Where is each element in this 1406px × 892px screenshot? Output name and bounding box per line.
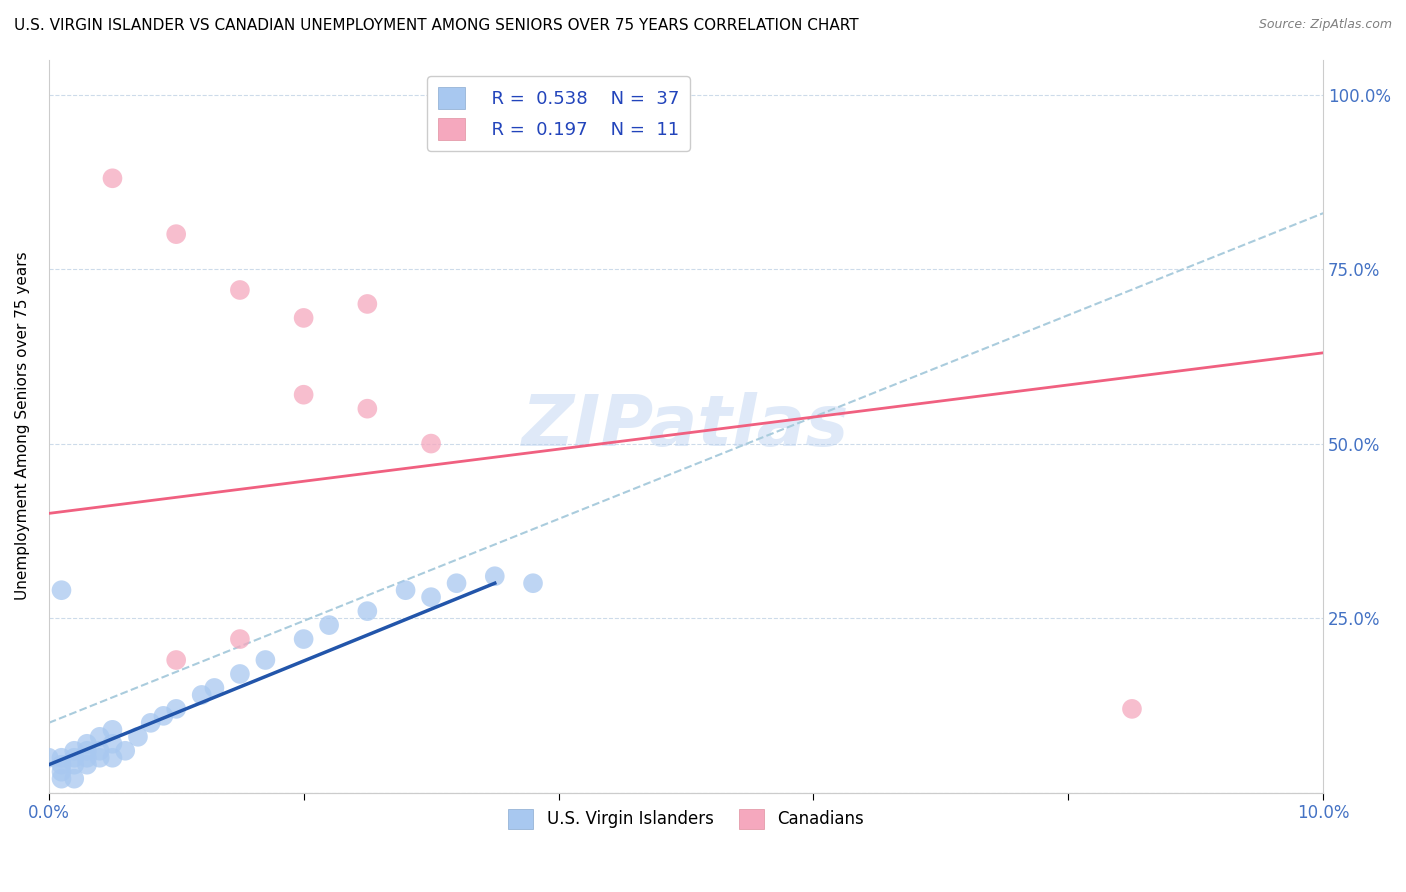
Point bbox=[318, 618, 340, 632]
Point bbox=[446, 576, 468, 591]
Point bbox=[76, 744, 98, 758]
Point bbox=[114, 744, 136, 758]
Point bbox=[229, 667, 252, 681]
Y-axis label: Unemployment Among Seniors over 75 years: Unemployment Among Seniors over 75 years bbox=[15, 252, 30, 600]
Point bbox=[420, 436, 443, 450]
Point bbox=[89, 730, 111, 744]
Point bbox=[101, 737, 124, 751]
Point bbox=[152, 709, 174, 723]
Text: U.S. VIRGIN ISLANDER VS CANADIAN UNEMPLOYMENT AMONG SENIORS OVER 75 YEARS CORREL: U.S. VIRGIN ISLANDER VS CANADIAN UNEMPLO… bbox=[14, 18, 859, 33]
Point bbox=[76, 737, 98, 751]
Point bbox=[292, 388, 315, 402]
Point bbox=[356, 604, 378, 618]
Point bbox=[63, 757, 86, 772]
Point bbox=[229, 632, 252, 646]
Point bbox=[63, 772, 86, 786]
Point bbox=[139, 715, 162, 730]
Legend: U.S. Virgin Islanders, Canadians: U.S. Virgin Islanders, Canadians bbox=[502, 802, 870, 836]
Point bbox=[484, 569, 506, 583]
Point bbox=[165, 702, 187, 716]
Point bbox=[63, 744, 86, 758]
Point bbox=[254, 653, 277, 667]
Text: Source: ZipAtlas.com: Source: ZipAtlas.com bbox=[1258, 18, 1392, 31]
Point bbox=[51, 772, 73, 786]
Point bbox=[63, 750, 86, 764]
Text: ZIPatlas: ZIPatlas bbox=[522, 392, 849, 460]
Point bbox=[101, 171, 124, 186]
Point bbox=[165, 653, 187, 667]
Point bbox=[356, 401, 378, 416]
Point bbox=[89, 750, 111, 764]
Point bbox=[229, 283, 252, 297]
Point bbox=[101, 750, 124, 764]
Point bbox=[51, 764, 73, 779]
Point bbox=[38, 750, 60, 764]
Point bbox=[51, 583, 73, 598]
Point bbox=[51, 750, 73, 764]
Point bbox=[292, 310, 315, 325]
Point bbox=[165, 227, 187, 241]
Point bbox=[292, 632, 315, 646]
Point bbox=[127, 730, 149, 744]
Point bbox=[356, 297, 378, 311]
Point bbox=[1121, 702, 1143, 716]
Point bbox=[51, 757, 73, 772]
Point bbox=[394, 583, 416, 598]
Point bbox=[190, 688, 212, 702]
Point bbox=[522, 576, 544, 591]
Point bbox=[204, 681, 226, 695]
Point bbox=[76, 750, 98, 764]
Point bbox=[101, 723, 124, 737]
Point bbox=[76, 757, 98, 772]
Point bbox=[89, 744, 111, 758]
Point bbox=[420, 590, 443, 604]
